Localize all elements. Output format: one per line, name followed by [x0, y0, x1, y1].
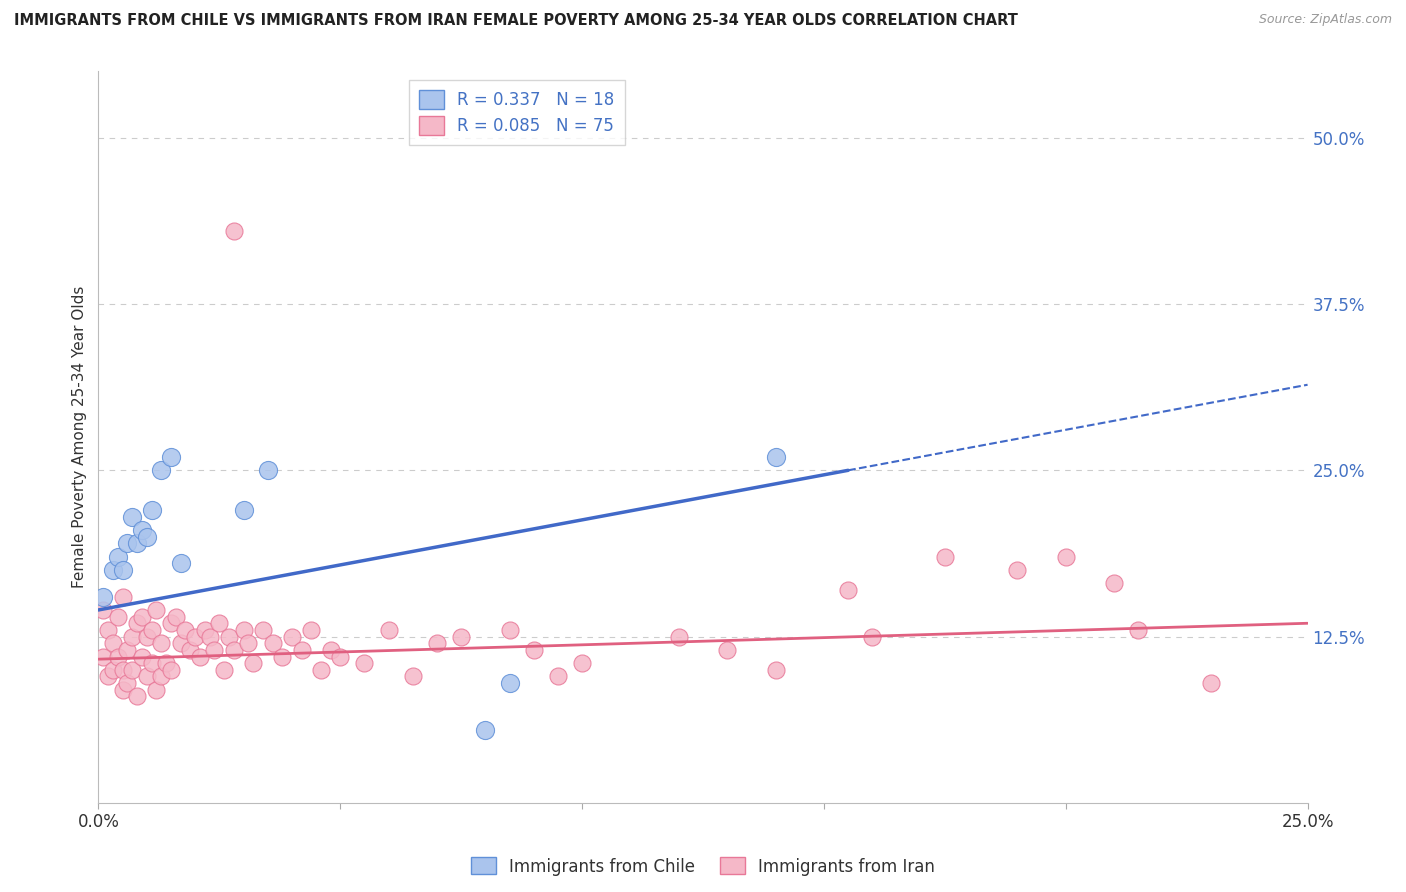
Point	[127, 616, 149, 631]
Point	[91, 649, 114, 664]
Point	[141, 503, 163, 517]
Point	[117, 536, 139, 550]
Point	[169, 557, 191, 571]
Point	[145, 682, 167, 697]
Point	[198, 630, 221, 644]
Point	[101, 636, 124, 650]
Point	[232, 503, 254, 517]
Point	[668, 630, 690, 644]
Point	[934, 549, 956, 564]
Point	[150, 636, 173, 650]
Point	[165, 609, 187, 624]
Point	[571, 656, 593, 670]
Point	[107, 609, 129, 624]
Point	[160, 616, 183, 631]
Point	[111, 682, 134, 697]
Point	[184, 630, 207, 644]
Point	[135, 530, 157, 544]
Point	[127, 536, 149, 550]
Point	[150, 463, 173, 477]
Point	[498, 623, 520, 637]
Point	[121, 663, 143, 677]
Point	[131, 649, 153, 664]
Legend: Immigrants from Chile, Immigrants from Iran: Immigrants from Chile, Immigrants from I…	[464, 851, 942, 882]
Point	[141, 656, 163, 670]
Point	[101, 663, 124, 677]
Point	[716, 643, 738, 657]
Point	[131, 609, 153, 624]
Point	[271, 649, 294, 664]
Point	[218, 630, 240, 644]
Point	[377, 623, 399, 637]
Point	[299, 623, 322, 637]
Text: IMMIGRANTS FROM CHILE VS IMMIGRANTS FROM IRAN FEMALE POVERTY AMONG 25-34 YEAR OL: IMMIGRANTS FROM CHILE VS IMMIGRANTS FROM…	[14, 13, 1018, 29]
Point	[204, 643, 226, 657]
Point	[1054, 549, 1077, 564]
Point	[208, 616, 231, 631]
Point	[498, 676, 520, 690]
Point	[860, 630, 883, 644]
Point	[222, 643, 245, 657]
Point	[97, 623, 120, 637]
Point	[107, 649, 129, 664]
Point	[97, 669, 120, 683]
Point	[252, 623, 274, 637]
Point	[117, 676, 139, 690]
Point	[169, 636, 191, 650]
Point	[1128, 623, 1150, 637]
Point	[256, 463, 278, 477]
Point	[523, 643, 546, 657]
Text: Source: ZipAtlas.com: Source: ZipAtlas.com	[1258, 13, 1392, 27]
Point	[242, 656, 264, 670]
Point	[188, 649, 211, 664]
Point	[179, 643, 201, 657]
Point	[174, 623, 197, 637]
Point	[145, 603, 167, 617]
Point	[450, 630, 472, 644]
Point	[765, 663, 787, 677]
Point	[121, 509, 143, 524]
Point	[319, 643, 342, 657]
Point	[290, 643, 312, 657]
Point	[127, 690, 149, 704]
Point	[547, 669, 569, 683]
Point	[1007, 563, 1029, 577]
Point	[474, 723, 496, 737]
Point	[150, 669, 173, 683]
Point	[238, 636, 260, 650]
Point	[91, 590, 114, 604]
Point	[91, 603, 114, 617]
Point	[1102, 576, 1125, 591]
Point	[281, 630, 304, 644]
Point	[426, 636, 449, 650]
Point	[212, 663, 235, 677]
Point	[121, 630, 143, 644]
Point	[309, 663, 332, 677]
Point	[353, 656, 375, 670]
Point	[837, 582, 859, 597]
Point	[402, 669, 425, 683]
Point	[141, 623, 163, 637]
Point	[329, 649, 352, 664]
Point	[194, 623, 217, 637]
Point	[222, 224, 245, 238]
Point	[117, 643, 139, 657]
Point	[160, 663, 183, 677]
Point	[107, 549, 129, 564]
Point	[111, 563, 134, 577]
Point	[232, 623, 254, 637]
Point	[262, 636, 284, 650]
Point	[155, 656, 177, 670]
Point	[111, 590, 134, 604]
Point	[1199, 676, 1222, 690]
Point	[131, 523, 153, 537]
Point	[765, 450, 787, 464]
Point	[111, 663, 134, 677]
Point	[135, 630, 157, 644]
Y-axis label: Female Poverty Among 25-34 Year Olds: Female Poverty Among 25-34 Year Olds	[72, 286, 87, 588]
Point	[101, 563, 124, 577]
Point	[160, 450, 183, 464]
Point	[135, 669, 157, 683]
